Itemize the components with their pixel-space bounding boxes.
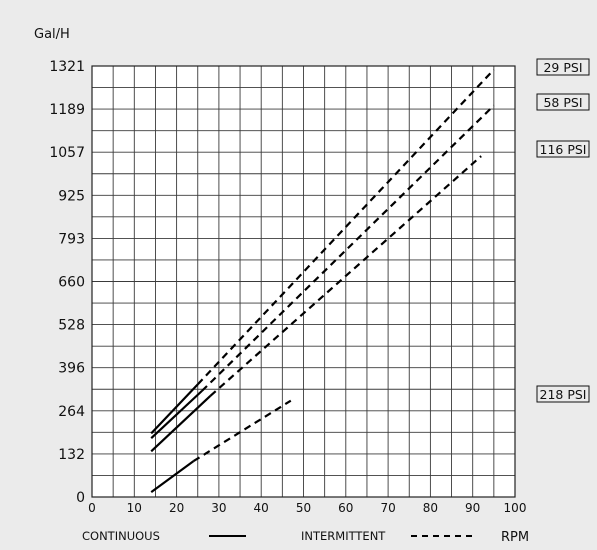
- y-tick-label: 925: [58, 188, 85, 204]
- x-tick-label: 40: [254, 501, 269, 515]
- x-axis-label: RPM: [501, 530, 529, 545]
- y-tick-label: 1321: [49, 59, 85, 75]
- y-tick-label: 660: [58, 275, 85, 291]
- x-tick-label: 60: [338, 501, 353, 515]
- y-tick-label: 793: [58, 231, 85, 247]
- legend-intermittent-label: INTERMITTENT: [301, 529, 386, 543]
- psi-label: 58 PSI: [543, 95, 582, 110]
- y-tick-label: 528: [58, 318, 85, 334]
- y-tick-label: 1057: [49, 145, 85, 161]
- psi-label: 218 PSI: [540, 387, 587, 402]
- y-axis-label: Gal/H: [34, 27, 70, 42]
- y-tick-label: 0: [76, 490, 85, 506]
- x-tick-label: 80: [423, 501, 438, 515]
- x-tick-label: 30: [211, 501, 226, 515]
- y-tick-label: 132: [58, 447, 85, 463]
- legend-continuous-label: CONTINUOUS: [82, 529, 160, 543]
- y-tick-label: 396: [58, 361, 85, 377]
- x-tick-label: 70: [380, 501, 395, 515]
- x-tick-label: 50: [296, 501, 311, 515]
- x-tick-label: 20: [169, 501, 184, 515]
- x-tick-label: 90: [465, 501, 480, 515]
- y-tick-label: 264: [58, 404, 85, 420]
- x-tick-label: 10: [127, 501, 142, 515]
- y-tick-label: 1189: [49, 102, 85, 118]
- psi-label: 116 PSI: [540, 142, 587, 157]
- x-tick-label: 100: [504, 501, 527, 515]
- x-tick-label: 0: [88, 501, 96, 515]
- psi-label: 29 PSI: [543, 60, 582, 75]
